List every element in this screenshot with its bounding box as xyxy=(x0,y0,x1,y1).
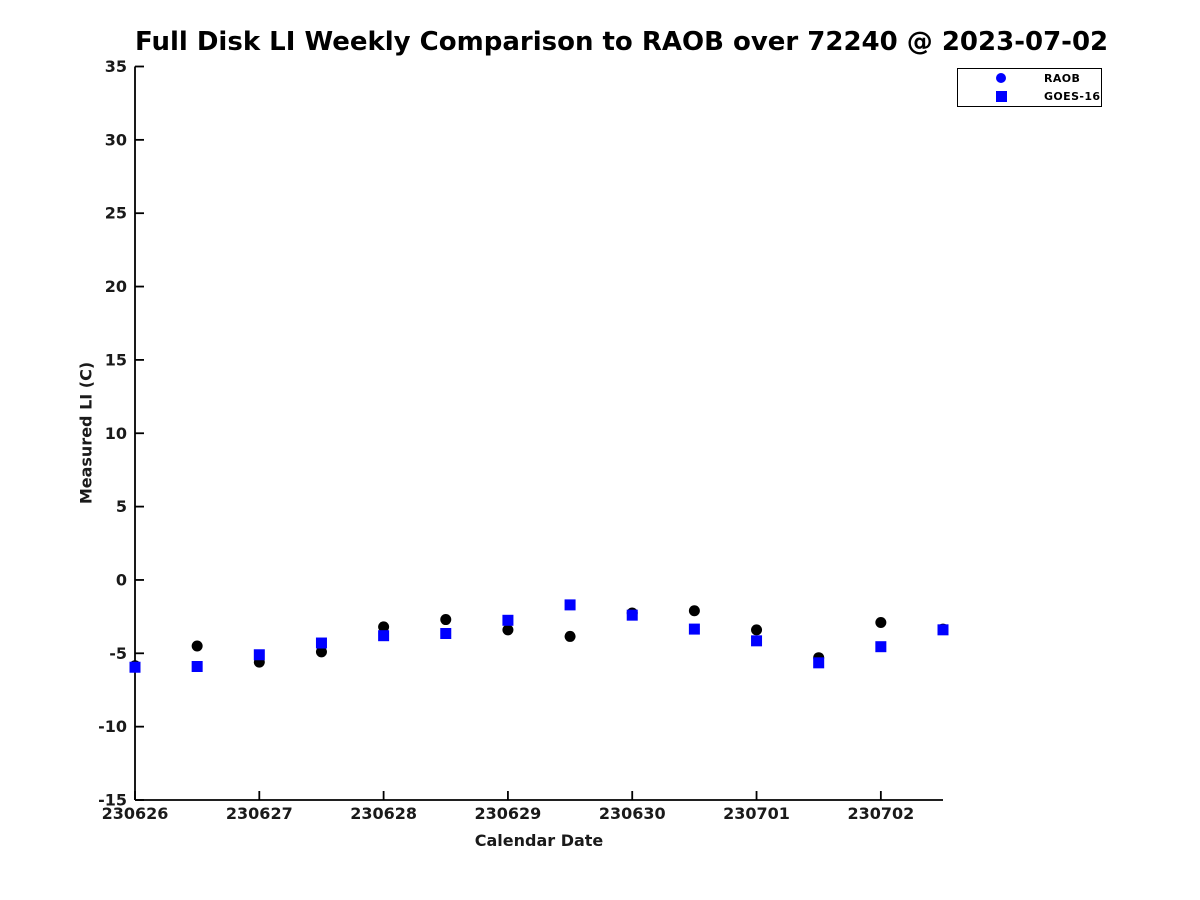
legend-entry-raob: RAOB xyxy=(958,70,1101,87)
goes16-point xyxy=(875,641,887,653)
raob-point xyxy=(751,624,763,636)
raob-point xyxy=(875,616,887,628)
y-tick-label: -10 xyxy=(98,717,127,736)
raob-point xyxy=(688,605,700,617)
goes16-point xyxy=(253,649,265,661)
x-tick-label: 230630 xyxy=(599,804,666,823)
legend: RAOB GOES-16 xyxy=(957,68,1102,107)
goes16-point xyxy=(626,609,638,621)
goes16-point xyxy=(813,657,825,669)
y-tick-label: 0 xyxy=(116,570,127,589)
y-tick-label: 35 xyxy=(105,57,127,76)
raob-point xyxy=(191,640,203,652)
goes16-point xyxy=(751,635,763,647)
goes16-point xyxy=(129,661,141,673)
x-tick-label: 230628 xyxy=(350,804,417,823)
x-tick-label: 230702 xyxy=(847,804,914,823)
goes16-point xyxy=(315,637,327,649)
x-tick-label: 230627 xyxy=(226,804,293,823)
x-tick-label: 230626 xyxy=(102,804,169,823)
goes16-point xyxy=(440,627,452,639)
raob-circle-marker-icon xyxy=(996,73,1006,84)
raob-point xyxy=(315,646,327,658)
goes16-point xyxy=(937,624,949,636)
y-tick-label: 20 xyxy=(105,277,127,296)
goes16-square-marker-icon xyxy=(995,91,1007,103)
legend-entry-goes16: GOES-16 xyxy=(958,88,1101,105)
y-tick-label: 10 xyxy=(105,424,127,443)
legend-label-goes16: GOES-16 xyxy=(1044,90,1101,104)
y-tick-label: 25 xyxy=(105,204,127,223)
x-axis-label: Calendar Date xyxy=(474,831,604,850)
x-tick-label: 230629 xyxy=(475,804,542,823)
raob-point xyxy=(440,614,452,626)
raob-point xyxy=(564,630,576,642)
y-tick-label: 15 xyxy=(105,350,127,369)
y-tick-label: -15 xyxy=(98,791,127,810)
y-tick-label: 30 xyxy=(105,130,127,149)
goes16-point xyxy=(378,630,390,642)
goes16-point xyxy=(564,599,576,611)
goes16-point xyxy=(688,623,700,635)
x-tick-label: 230701 xyxy=(723,804,790,823)
y-tick-label: 5 xyxy=(116,497,127,516)
raob-point xyxy=(502,624,514,636)
goes16-point xyxy=(191,661,203,673)
legend-label-raob: RAOB xyxy=(1044,71,1081,85)
goes16-point xyxy=(502,614,514,626)
raob-point xyxy=(378,621,390,633)
y-tick-label: -5 xyxy=(109,644,127,663)
